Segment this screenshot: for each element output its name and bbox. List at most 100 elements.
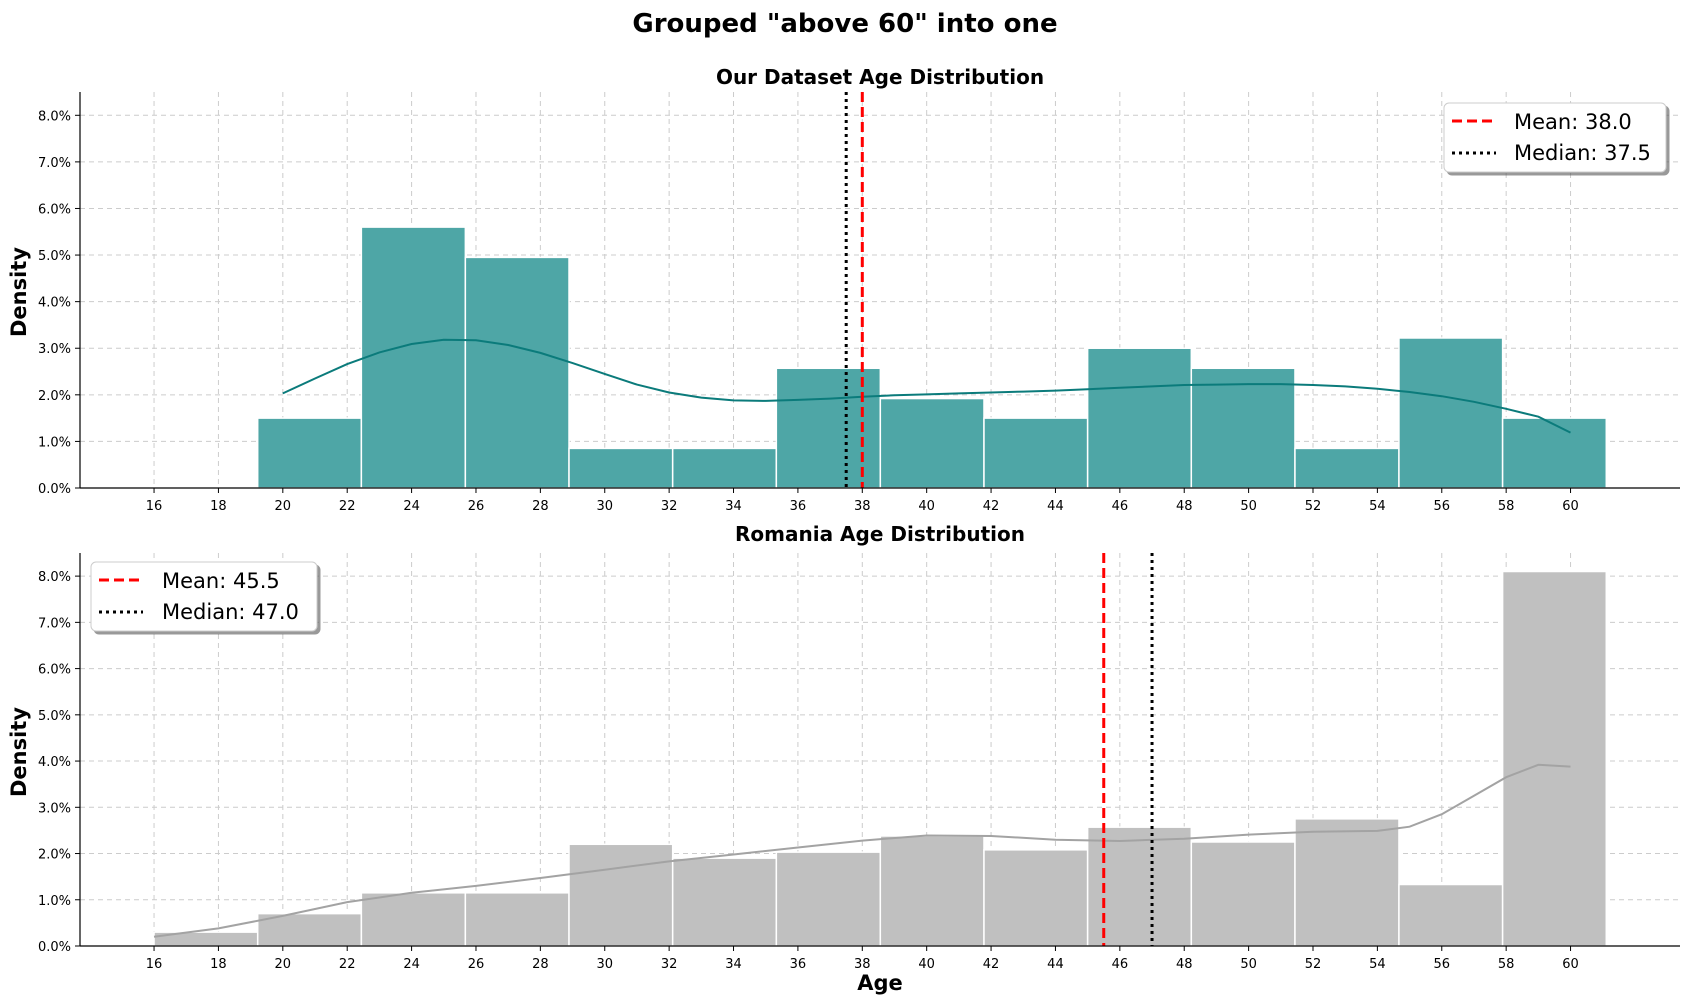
panel-dataset-xtick-label: 30	[596, 499, 613, 514]
panel-dataset-xtick-label: 22	[339, 499, 356, 514]
panel-romania-xtick-label: 52	[1305, 957, 1322, 972]
panel-dataset-ytick-label: 1.0%	[38, 435, 71, 450]
panel-romania-xtick-label: 18	[210, 957, 227, 972]
panel-dataset-xtick-label: 28	[532, 499, 549, 514]
panel-romania-bar	[464, 892, 570, 947]
panel-dataset-axes	[79, 92, 1680, 489]
panel-dataset-bar	[1294, 447, 1400, 489]
panel-dataset-bar	[671, 447, 778, 489]
panel-romania-xtick-label: 30	[596, 957, 613, 972]
panel-dataset-kde-line	[282, 338, 1571, 434]
panel-dataset-ytick-label: 5.0%	[38, 249, 71, 264]
panel-dataset-xtick-label: 48	[1176, 499, 1193, 514]
panel-romania-bar	[1501, 570, 1608, 947]
panel-dataset-xtick-label: 18	[210, 499, 227, 514]
panel-dataset-bar	[775, 367, 882, 489]
panel-dataset-bar	[1398, 337, 1504, 489]
panel-dataset-legend-median-label: Median: 37.5	[1514, 141, 1651, 165]
panel-romania-bar	[983, 849, 1089, 947]
panel-romania-xtick-label: 24	[403, 957, 420, 972]
panel-dataset-bar	[464, 256, 570, 489]
panel-romania-legend: Mean: 45.5 Median: 47.0	[90, 561, 318, 632]
panel-romania-xtick-label: 44	[1047, 957, 1064, 972]
panel-dataset-ytick-label: 7.0%	[38, 156, 71, 171]
panel-dataset-xtick-label: 38	[854, 499, 871, 514]
panel-romania-title: Romania Age Distribution	[735, 522, 1025, 546]
panel-dataset-legend-box	[1443, 102, 1667, 173]
panel-dataset-xtick-label: 40	[918, 499, 935, 514]
panel-romania-xtick-label: 46	[1112, 957, 1129, 972]
panel-romania-xtick-label: 26	[468, 957, 485, 972]
panel-romania-xtick-label: 58	[1498, 957, 1515, 972]
panel-dataset-title: Our Dataset Age Distribution	[716, 65, 1044, 89]
panel-dataset-xtick-label: 52	[1305, 499, 1322, 514]
figure-suptitle: Grouped "above 60" into one	[632, 9, 1057, 39]
panel-dataset-xtick-label: 26	[468, 499, 485, 514]
panel-romania-bar	[1398, 883, 1504, 947]
panel-romania-xtick-label: 16	[146, 957, 163, 972]
panel-dataset-ytick-label: 8.0%	[38, 109, 71, 124]
panel-romania-bar	[360, 892, 467, 947]
panel-dataset-bar	[983, 417, 1089, 489]
panel-dataset-ylabel: Density	[7, 247, 31, 337]
panel-dataset-xtick-label: 54	[1369, 499, 1386, 514]
panel-romania-ytick-label: 2.0%	[38, 848, 71, 863]
panel-dataset-xtick-label: 36	[790, 499, 807, 514]
panel-dataset-xtick-label: 24	[403, 499, 420, 514]
panel-romania-ytick-label: 7.0%	[38, 616, 71, 631]
panel-dataset-xtick-label: 58	[1498, 499, 1515, 514]
panel-dataset-xtick-label: 50	[1240, 499, 1257, 514]
panel-dataset-bars	[256, 226, 1608, 489]
panel-dataset-ytick-label: 4.0%	[38, 296, 71, 311]
panel-romania-ytick-label: 0.0%	[38, 940, 71, 955]
panel-romania-bars	[153, 570, 1608, 947]
panel-dataset-xtick-label: 42	[983, 499, 1000, 514]
panel-romania-xtick-label: 60	[1562, 957, 1579, 972]
panel-dataset-xtick-label: 20	[275, 499, 292, 514]
panel-romania-xtick-label: 48	[1176, 957, 1193, 972]
panel-romania-bar	[568, 843, 674, 947]
panel-dataset-xtick-label: 16	[146, 499, 163, 514]
panel-romania-bar	[775, 851, 882, 947]
panel-romania-xtick-label: 28	[532, 957, 549, 972]
panel-romania-legend-median-label: Median: 47.0	[162, 600, 299, 624]
panel-romania-axes	[79, 553, 1680, 947]
panel-romania-xlabel: Age	[857, 971, 903, 995]
panel-romania: Romania Age Distribution 16 18 20 22 24 26 28 3…	[7, 522, 1680, 995]
panel-romania-xtick-label: 50	[1240, 957, 1257, 972]
panel-dataset-xtick-label: 34	[725, 499, 742, 514]
panel-dataset-bar	[1190, 367, 1296, 489]
panel-romania-bar	[1294, 818, 1400, 947]
panel-romania-legend-box	[90, 561, 318, 632]
panel-romania-xtick-label: 34	[725, 957, 742, 972]
panel-dataset-bar	[360, 226, 467, 489]
panel-dataset-xtick-label: 46	[1112, 499, 1129, 514]
panel-romania-xtick-label: 36	[790, 957, 807, 972]
panel-romania-xtick-label: 20	[275, 957, 292, 972]
panel-romania-kde-line	[153, 763, 1571, 938]
panel-dataset-xtick-label: 32	[661, 499, 678, 514]
panel-romania-xtick-label: 32	[661, 957, 678, 972]
panel-romania-bar	[879, 835, 985, 947]
panel-dataset-xtick-label: 56	[1433, 499, 1450, 514]
panel-dataset-legend: Mean: 38.0 Median: 37.5	[1443, 102, 1667, 173]
panel-romania-xtick-label: 40	[918, 957, 935, 972]
panel-dataset-xtick-label: 44	[1047, 499, 1064, 514]
panel-romania-bar	[1190, 841, 1296, 947]
panel-romania-ytick-label: 1.0%	[38, 894, 71, 909]
panel-romania-ytick-label: 5.0%	[38, 709, 71, 724]
panel-romania-legend-mean-label: Mean: 45.5	[162, 569, 280, 593]
panel-romania-ytick-label: 8.0%	[38, 570, 71, 585]
panel-romania-xtick-label: 42	[983, 957, 1000, 972]
panel-romania-xtick-label: 22	[339, 957, 356, 972]
panel-romania-ylabel: Density	[7, 707, 31, 797]
panel-romania-bar	[671, 857, 778, 947]
panel-romania-xtick-label: 54	[1369, 957, 1386, 972]
panel-dataset-bar	[1501, 417, 1608, 489]
panel-romania-ytick-label: 6.0%	[38, 663, 71, 678]
panel-dataset-ytick-label: 2.0%	[38, 389, 71, 404]
panel-dataset: Our Dataset Age Distribution 16 18 20 22 24 2…	[7, 65, 1680, 514]
panel-romania-ytick-label: 4.0%	[38, 755, 71, 770]
panel-dataset-bar	[879, 397, 985, 489]
